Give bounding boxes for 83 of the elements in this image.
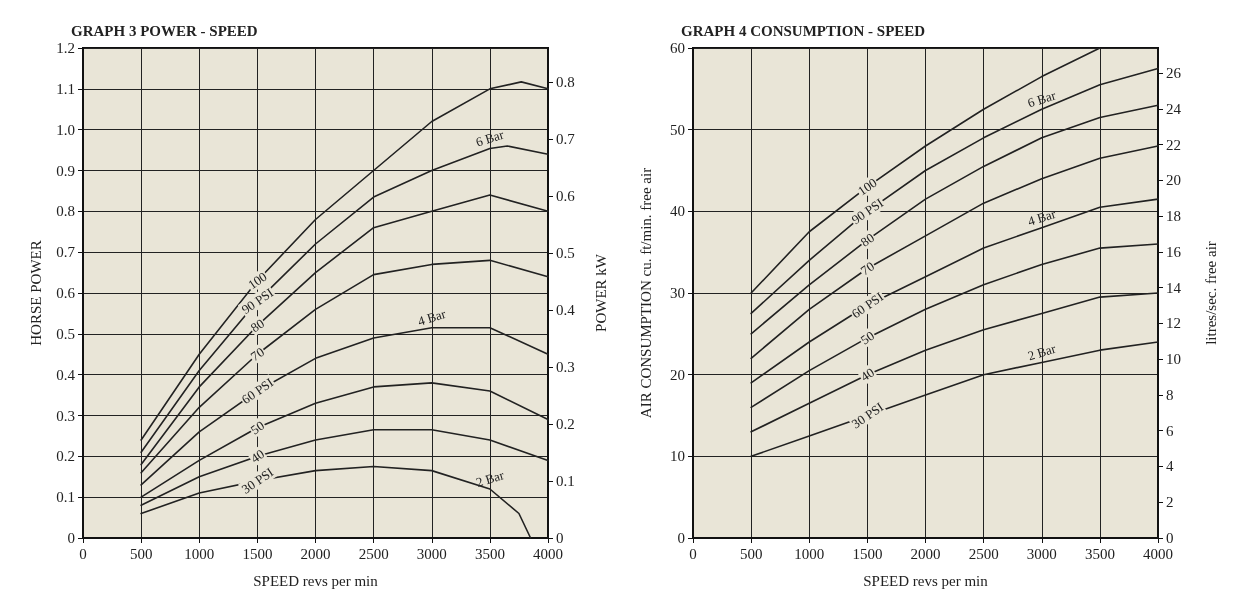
y-tick-label: 1.2 [56, 40, 75, 56]
y2-tick-label: 12 [1166, 315, 1181, 332]
y2-tick-label: 16 [1166, 243, 1182, 260]
x-tick-label: 4000 [1143, 545, 1173, 562]
y2-axis-title: litres/sec. free air [1202, 241, 1219, 345]
y2-tick-label: 24 [1166, 100, 1182, 117]
y-axis-title: HORSE POWER [27, 240, 44, 346]
series-label: 80 [247, 315, 267, 336]
y2-tick-label: 0.1 [556, 473, 575, 490]
x-tick-label: 2000 [910, 545, 941, 562]
x-tick-label: 0 [689, 545, 697, 562]
y-tick-label: 0 [677, 530, 685, 546]
x-tick-label: 500 [129, 545, 153, 562]
x-tick-label: 3000 [416, 545, 447, 562]
y2-tick-label: 22 [1166, 136, 1181, 153]
y2-tick-label: 18 [1166, 208, 1181, 225]
y2-tick-label: 10 [1166, 351, 1181, 368]
series-label: 70 [857, 258, 877, 279]
x-tick-label: 2500 [358, 545, 389, 562]
y-tick-label: 20 [670, 366, 685, 383]
y2-tick-label: 8 [1166, 386, 1174, 403]
y-tick-label: 0 [67, 530, 75, 546]
y2-tick-label: 6 [1166, 422, 1174, 439]
y-tick-label: 30 [670, 285, 685, 301]
y2-tick-label: 26 [1166, 65, 1182, 82]
x-tick-label: 3500 [474, 545, 505, 562]
x-tick-label: 1000 [184, 545, 215, 562]
series-label: 40 [857, 364, 878, 385]
y-tick-label: 0.4 [56, 366, 76, 383]
series-label: 70 [247, 344, 268, 364]
y2-tick-label: 0.3 [556, 359, 575, 376]
y-axis-title: AIR CONSUMPTION cu. ft/min. free air [637, 167, 654, 419]
chart-title: GRAPH 4 CONSUMPTION - SPEED [681, 22, 926, 39]
y2-tick-label: 0.6 [556, 188, 576, 205]
y2-tick-label: 4 [1166, 458, 1174, 475]
y-tick-label: 0.1 [56, 489, 75, 506]
series-label: 40 [247, 446, 268, 466]
series-label: 50 [247, 417, 268, 438]
x-tick-label: 1500 [852, 545, 883, 562]
x-tick-label: 500 [739, 545, 763, 562]
y-tick-label: 0.9 [56, 162, 75, 179]
y-tick-label: 1.0 [56, 121, 75, 138]
x-tick-label: 4000 [533, 545, 563, 562]
y-tick-label: 0.3 [56, 407, 75, 424]
y2-tick-label: 20 [1166, 172, 1181, 189]
y-tick-label: 0.7 [56, 244, 76, 261]
series-label: 60 PSI [238, 374, 277, 407]
x-tick-label: 1000 [794, 545, 825, 562]
series-label: 30 PSI [848, 399, 887, 432]
x-tick-label: 2000 [300, 545, 331, 562]
y-tick-label: 0.5 [56, 325, 75, 342]
y-tick-label: 1.1 [56, 80, 75, 97]
chart-title: GRAPH 3 POWER - SPEED [71, 22, 258, 39]
y2-tick-label: 0.7 [556, 131, 576, 148]
y-tick-label: 10 [670, 448, 685, 465]
series-label: 50 [857, 327, 877, 348]
series-label: 30 PSI [238, 464, 277, 497]
y-tick-label: 0.8 [56, 203, 75, 220]
x-tick-label: 2500 [968, 545, 999, 562]
y2-tick-label: 0.2 [556, 416, 575, 433]
y2-tick-label: 2 [1166, 494, 1174, 511]
y-tick-label: 0.2 [56, 448, 75, 465]
y2-axis-title: POWER kW [592, 253, 609, 332]
x-tick-label: 3500 [1084, 545, 1115, 562]
y2-tick-label: 0 [1166, 530, 1174, 546]
y2-tick-label: 0.4 [556, 302, 576, 319]
y2-tick-label: 0 [556, 530, 564, 546]
series-label: 100 [855, 174, 880, 199]
series-label: 90 PSI [848, 195, 887, 228]
y2-tick-label: 0.8 [556, 74, 575, 91]
y-tick-label: 50 [670, 121, 685, 138]
y-tick-label: 0.6 [56, 285, 76, 301]
x-tick-label: 3000 [1026, 545, 1057, 562]
x-tick-label: 1500 [242, 545, 273, 562]
series-label: 80 [857, 229, 877, 250]
y2-tick-label: 14 [1166, 279, 1182, 296]
x-axis-title: SPEED revs per min [253, 572, 379, 589]
y-tick-label: 40 [670, 203, 685, 220]
y-tick-label: 60 [670, 40, 685, 56]
y2-tick-label: 0.5 [556, 245, 575, 262]
x-axis-title: SPEED revs per min [863, 572, 989, 589]
series-label: 60 PSI [848, 288, 887, 322]
x-tick-label: 0 [79, 545, 87, 562]
